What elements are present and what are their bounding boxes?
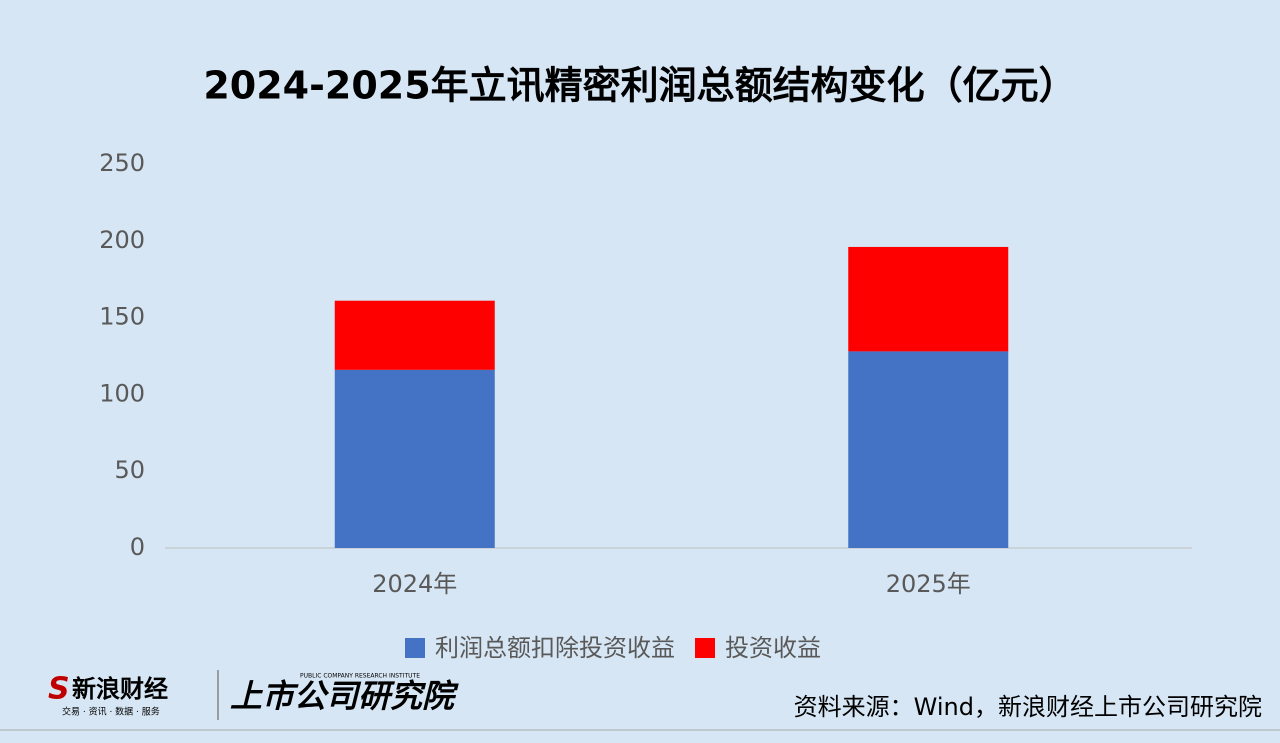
y-tick-label: 200 xyxy=(99,226,145,254)
legend-swatch xyxy=(695,638,715,658)
bar-segment xyxy=(848,246,1009,352)
x-tick-label: 2025年 xyxy=(886,570,971,598)
logo-sina: 新浪财经 xyxy=(72,675,168,703)
chart-title: 2024-2025年立讯精密利润总额结构变化（亿元） xyxy=(203,64,1076,108)
y-tick-label: 50 xyxy=(114,456,145,484)
y-tick-label: 100 xyxy=(99,379,145,407)
logo-institute: 上市公司研究院 xyxy=(230,677,459,715)
logo-mark: S xyxy=(48,672,70,707)
legend-label: 利润总额扣除投资收益 xyxy=(435,634,675,662)
x-tick-label: 2024年 xyxy=(372,570,457,598)
logo-institute-en: PUBLIC COMPANY RESEARCH INSTITUTE xyxy=(300,673,420,680)
y-tick-label: 250 xyxy=(99,149,145,177)
legend-label: 投资收益 xyxy=(725,634,821,662)
legend-swatch xyxy=(405,638,425,658)
y-tick-label: 150 xyxy=(99,303,145,331)
y-tick-label: 0 xyxy=(130,533,145,561)
bar-segment xyxy=(334,369,495,548)
bar-segment xyxy=(334,300,495,370)
source-note: 资料来源：Wind，新浪财经上市公司研究院 xyxy=(794,693,1262,721)
logo-sina-tag: 交易 · 资讯 · 数据 · 服务 xyxy=(62,706,160,718)
bar-segment xyxy=(848,351,1009,548)
